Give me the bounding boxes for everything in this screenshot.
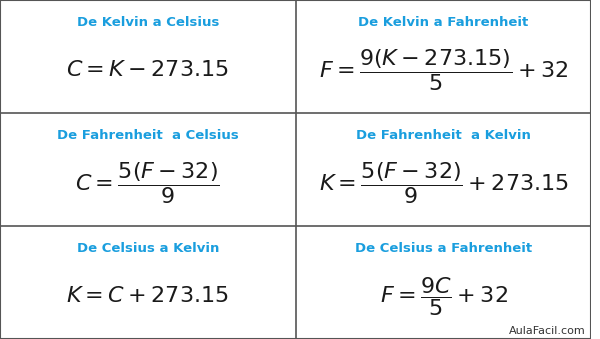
Text: De Fahrenheit  a Celsius: De Fahrenheit a Celsius: [57, 129, 239, 142]
Text: $\mathit{K} = \dfrac{5(\mathbf{\mathit{F}} - 32)}{9} + 273.15$: $\mathit{K} = \dfrac{5(\mathbf{\mathit{F…: [319, 160, 568, 206]
Text: $\mathit{K} = \mathbf{\mathit{C}} + 273.15$: $\mathit{K} = \mathbf{\mathit{C}} + 273.…: [67, 286, 229, 306]
Text: De Kelvin a Fahrenheit: De Kelvin a Fahrenheit: [358, 16, 529, 29]
Text: De Fahrenheit  a Kelvin: De Fahrenheit a Kelvin: [356, 129, 531, 142]
Text: De Celsius a Kelvin: De Celsius a Kelvin: [77, 242, 219, 255]
Text: $\mathit{C} = \mathbf{\mathit{K}} - 273.15$: $\mathit{C} = \mathbf{\mathit{K}} - 273.…: [67, 60, 229, 80]
Text: AulaFacil.com: AulaFacil.com: [509, 326, 586, 336]
Text: $\mathit{F} = \dfrac{9(\mathbf{\mathit{K}} - 273.15)}{5} + 32$: $\mathit{F} = \dfrac{9(\mathbf{\mathit{K…: [319, 47, 568, 93]
Text: $\mathit{C} = \dfrac{5(\mathbf{\mathit{F}} - 32)}{9}$: $\mathit{C} = \dfrac{5(\mathbf{\mathit{F…: [76, 160, 220, 206]
Text: De Kelvin a Celsius: De Kelvin a Celsius: [77, 16, 219, 29]
Text: $\mathit{F} = \dfrac{9\mathbf{\mathit{C}}}{5} + 32$: $\mathit{F} = \dfrac{9\mathbf{\mathit{C}…: [380, 275, 508, 318]
Text: De Celsius a Fahrenheit: De Celsius a Fahrenheit: [355, 242, 532, 255]
